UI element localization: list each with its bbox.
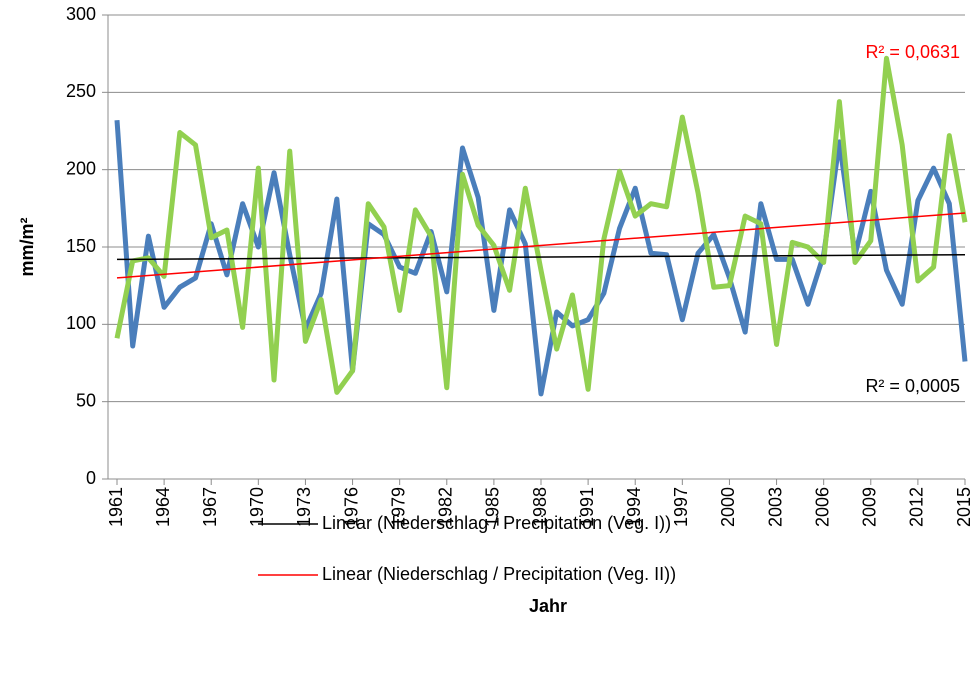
x-tick-label: 1997 (671, 487, 691, 527)
x-tick-label: 2003 (765, 487, 785, 527)
annotation: R² = 0,0005 (865, 376, 960, 396)
x-tick-label: 1964 (153, 487, 173, 527)
trend-line (116, 212, 966, 279)
x-tick-label: 1991 (577, 487, 597, 527)
x-tick-label: 1994 (624, 487, 644, 527)
trend-line (116, 253, 966, 261)
x-tick-label: 1967 (200, 487, 220, 527)
x-tick-label: 1961 (106, 487, 126, 527)
x-tick-label: 1982 (436, 487, 456, 527)
x-tick-label: 1985 (483, 487, 503, 527)
x-tick-label: 1970 (247, 487, 267, 527)
x-tick-label: 2006 (812, 487, 832, 527)
y-tick-label: 0 (86, 468, 96, 488)
x-tick-label: 1979 (388, 487, 408, 527)
x-tick-label: 2012 (907, 487, 927, 527)
y-tick-label: 300 (66, 4, 96, 24)
x-tick-label: 2009 (860, 487, 880, 527)
y-axis-label: mm/m² (17, 217, 37, 276)
legend-label: Linear (Niederschlag / Precipitation (Ve… (322, 513, 671, 533)
y-tick-label: 200 (66, 158, 96, 178)
x-tick-label: 1976 (341, 487, 361, 527)
y-tick-label: 150 (66, 236, 96, 256)
x-axis-label: Jahr (529, 596, 567, 616)
data-line (114, 55, 968, 395)
y-tick-label: 100 (66, 313, 96, 333)
x-tick-label: 1988 (530, 487, 550, 527)
x-tick-label: 2000 (718, 487, 738, 527)
y-tick-label: 50 (76, 390, 96, 410)
x-tick-label: 2015 (954, 487, 974, 527)
legend-label: Linear (Niederschlag / Precipitation (Ve… (322, 564, 676, 584)
y-tick-label: 250 (66, 81, 96, 101)
annotation: R² = 0,0631 (865, 42, 960, 62)
x-tick-label: 1973 (294, 487, 314, 527)
